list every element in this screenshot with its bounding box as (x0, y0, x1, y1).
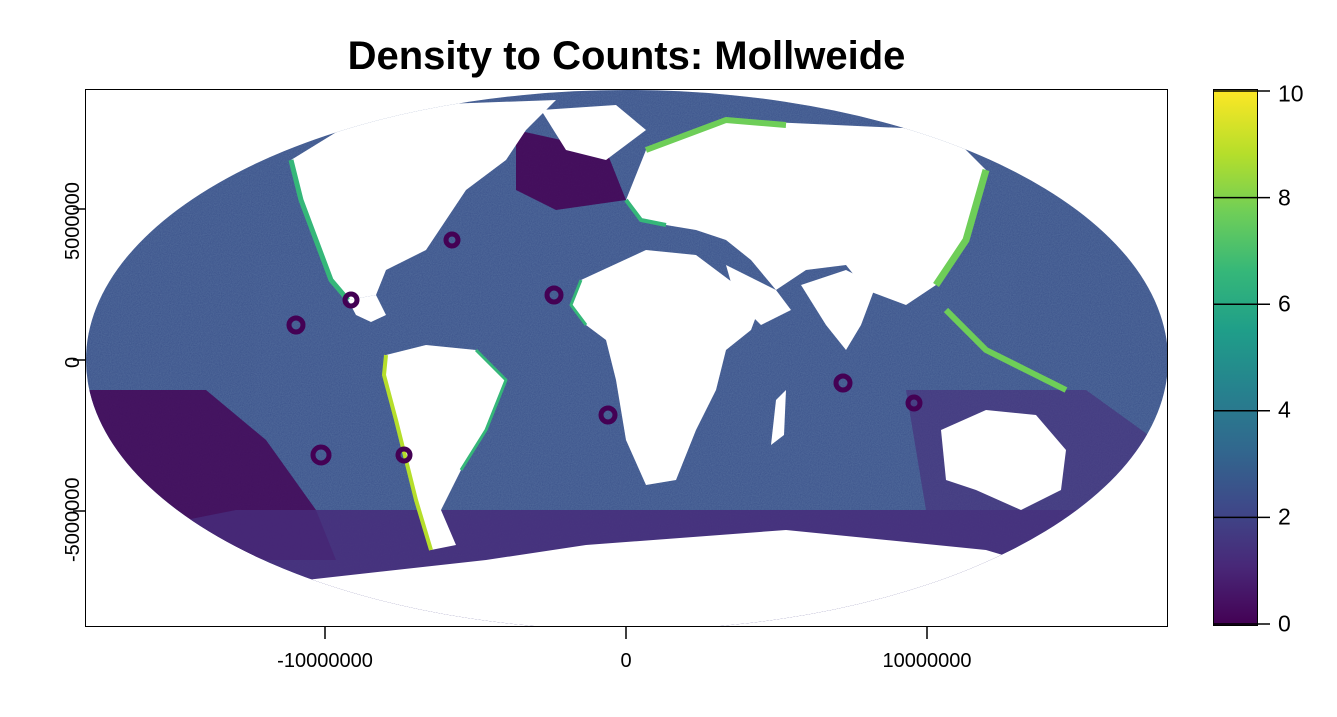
seamount-rings (286, 231, 923, 466)
legend-tick-label: 4 (1278, 396, 1291, 423)
map-panel (85, 89, 1168, 627)
land-masses (291, 100, 1086, 626)
color-legend-bar (1213, 89, 1258, 626)
x-tick-label: -10000000 (277, 650, 373, 672)
map-raster (86, 90, 1167, 626)
plot-title: Density to Counts: Mollweide (347, 34, 906, 78)
x-tick-label: 0 (620, 650, 632, 672)
legend-tick-label: 8 (1278, 184, 1291, 211)
x-tick-label: 10000000 (882, 650, 972, 672)
coastal-shelves (288, 102, 1068, 551)
ocean-area (86, 90, 1167, 626)
legend-tick-label: 0 (1278, 610, 1291, 637)
legend-tick-label: 10 (1278, 80, 1304, 107)
legend-tick-label: 6 (1278, 290, 1291, 317)
legend-tick-label: 2 (1278, 503, 1291, 530)
